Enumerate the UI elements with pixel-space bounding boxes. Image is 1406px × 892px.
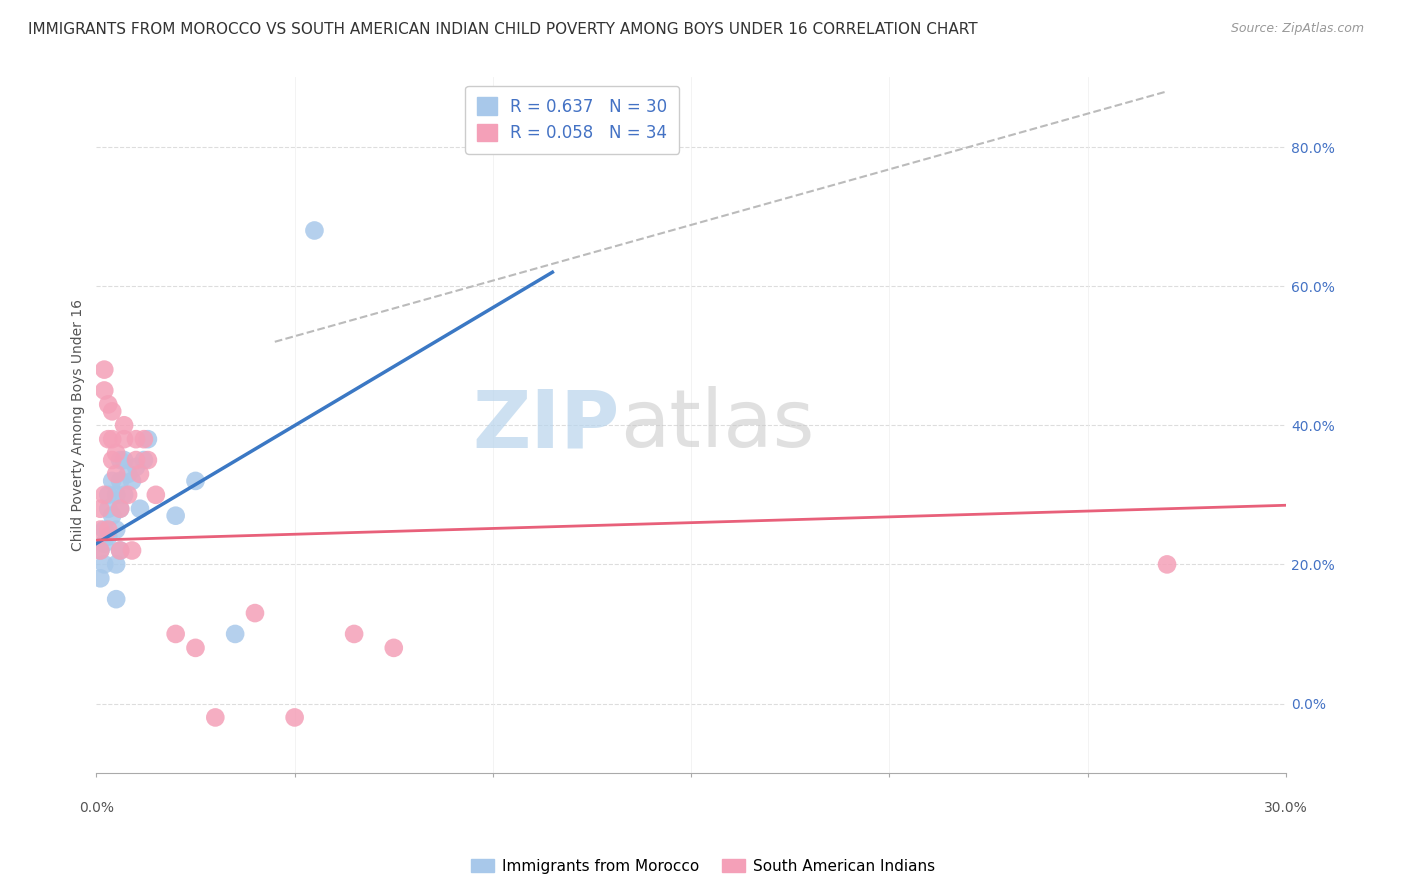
Point: [105, 523, 128, 537]
Point: [121, 474, 143, 488]
Point: [224, 627, 246, 641]
Point: [132, 432, 155, 446]
Point: [117, 488, 139, 502]
Point: [89, 571, 111, 585]
Point: [343, 627, 366, 641]
Legend: Immigrants from Morocco, South American Indians: Immigrants from Morocco, South American …: [465, 853, 941, 880]
Point: [243, 606, 266, 620]
Point: [125, 453, 148, 467]
Point: [125, 460, 148, 475]
Point: [97, 501, 120, 516]
Point: [89, 501, 111, 516]
Point: [101, 474, 124, 488]
Point: [101, 453, 124, 467]
Point: [284, 710, 307, 724]
Point: [97, 530, 120, 544]
Text: 0.0%: 0.0%: [79, 801, 114, 815]
Point: [129, 501, 152, 516]
Point: [112, 418, 135, 433]
Point: [93, 488, 115, 502]
Point: [108, 501, 131, 516]
Point: [132, 453, 155, 467]
Text: IMMIGRANTS FROM MOROCCO VS SOUTH AMERICAN INDIAN CHILD POVERTY AMONG BOYS UNDER : IMMIGRANTS FROM MOROCCO VS SOUTH AMERICA…: [28, 22, 977, 37]
Point: [136, 432, 159, 446]
Point: [165, 508, 187, 523]
Point: [112, 488, 135, 502]
Point: [97, 523, 120, 537]
Text: atlas: atlas: [620, 386, 814, 464]
Point: [165, 627, 187, 641]
Point: [145, 488, 167, 502]
Point: [89, 543, 111, 558]
Point: [93, 384, 115, 398]
Point: [204, 710, 226, 724]
Point: [97, 432, 120, 446]
Point: [108, 501, 131, 516]
Point: [93, 362, 115, 376]
Point: [105, 467, 128, 481]
Point: [105, 488, 128, 502]
Point: [108, 474, 131, 488]
Text: 30.0%: 30.0%: [1264, 801, 1308, 815]
Point: [101, 432, 124, 446]
Point: [304, 223, 326, 237]
Point: [105, 446, 128, 460]
Point: [105, 592, 128, 607]
Point: [93, 523, 115, 537]
Point: [101, 508, 124, 523]
Point: [108, 543, 131, 558]
Point: [1156, 558, 1178, 572]
Point: [112, 432, 135, 446]
Point: [101, 404, 124, 418]
Y-axis label: Child Poverty Among Boys Under 16: Child Poverty Among Boys Under 16: [72, 299, 86, 551]
Point: [108, 453, 131, 467]
Point: [97, 488, 120, 502]
Point: [89, 523, 111, 537]
Point: [97, 397, 120, 411]
Point: [382, 640, 405, 655]
Text: ZIP: ZIP: [472, 386, 620, 464]
Point: [136, 453, 159, 467]
Point: [112, 453, 135, 467]
Point: [93, 558, 115, 572]
Point: [125, 432, 148, 446]
Text: Source: ZipAtlas.com: Source: ZipAtlas.com: [1230, 22, 1364, 36]
Point: [108, 543, 131, 558]
Legend: R = 0.637   N = 30, R = 0.058   N = 34: R = 0.637 N = 30, R = 0.058 N = 34: [465, 86, 679, 153]
Point: [129, 467, 152, 481]
Point: [117, 467, 139, 481]
Point: [105, 558, 128, 572]
Point: [121, 543, 143, 558]
Point: [184, 474, 207, 488]
Point: [93, 536, 115, 550]
Point: [184, 640, 207, 655]
Point: [89, 543, 111, 558]
